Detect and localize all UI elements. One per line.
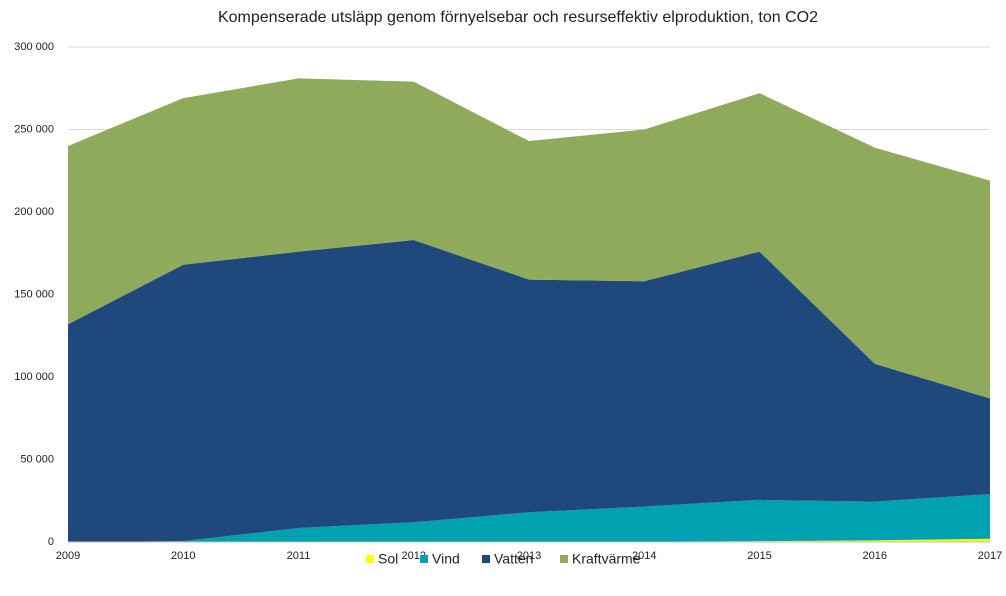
legend-label: Kraftvärme bbox=[572, 551, 641, 567]
legend-swatch bbox=[482, 555, 490, 563]
legend-label: Vatten bbox=[494, 551, 533, 567]
chart-title: Kompenserade utsläpp genom förnyelsebar … bbox=[218, 9, 818, 26]
x-tick-label: 2014 bbox=[632, 550, 656, 562]
area bbox=[68, 240, 990, 543]
y-tick-label: 0 bbox=[48, 536, 54, 548]
legend-label: Vind bbox=[432, 551, 460, 567]
y-tick-label: 200 000 bbox=[14, 206, 54, 218]
x-tick-label: 2013 bbox=[517, 550, 541, 562]
x-tick-label: 2016 bbox=[863, 550, 887, 562]
x-tick-label: 2010 bbox=[171, 550, 195, 562]
legend-label: Sol bbox=[378, 551, 398, 567]
legend-swatch bbox=[420, 555, 428, 563]
area bbox=[68, 78, 990, 399]
x-tick-label: 2009 bbox=[56, 550, 80, 562]
y-tick-label: 300 000 bbox=[14, 41, 54, 53]
y-tick-label: 250 000 bbox=[14, 123, 54, 135]
y-tick-label: 150 000 bbox=[14, 288, 54, 300]
x-tick-label: 2011 bbox=[287, 550, 311, 562]
x-tick-label: 2015 bbox=[747, 550, 771, 562]
legend-swatch bbox=[366, 555, 374, 563]
legend-swatch bbox=[560, 555, 568, 563]
x-tick-label: 2012 bbox=[402, 550, 426, 562]
y-tick-label: 50 000 bbox=[20, 453, 54, 465]
y-tick-label: 100 000 bbox=[14, 371, 54, 383]
x-tick-label: 2017 bbox=[978, 550, 1002, 562]
area bbox=[68, 494, 990, 542]
